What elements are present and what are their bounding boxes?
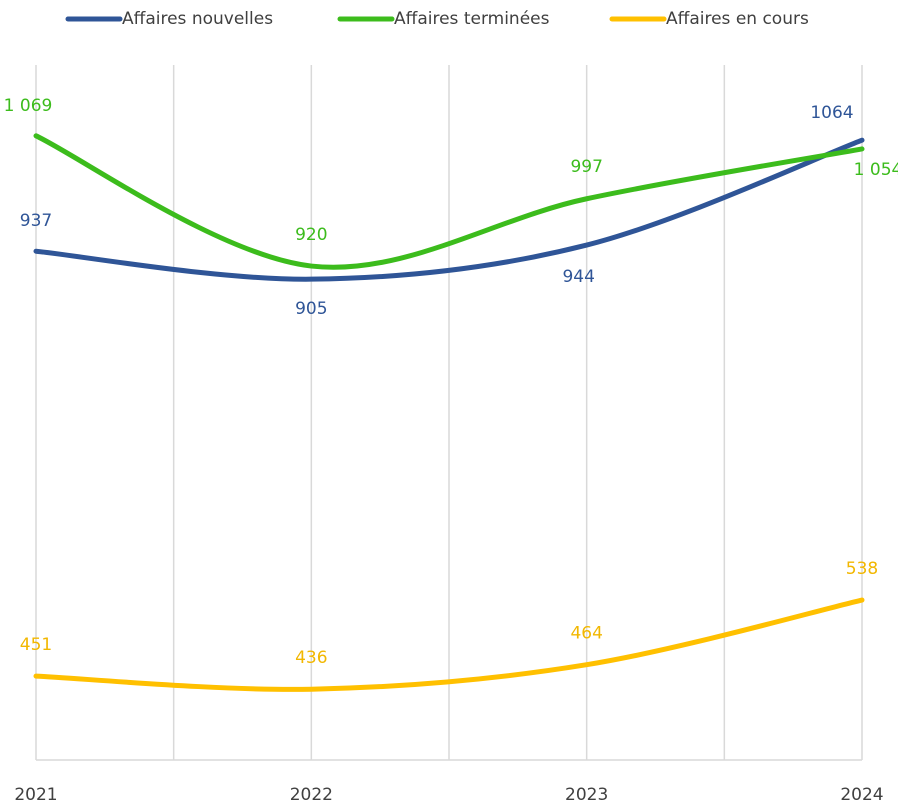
data-label: 464 <box>570 624 602 644</box>
data-label: 1064 <box>810 103 853 123</box>
data-label: 905 <box>295 299 327 319</box>
data-label: 997 <box>570 157 602 177</box>
data-label: 937 <box>20 211 52 231</box>
data-label: 944 <box>562 267 594 287</box>
data-label: 436 <box>295 648 327 668</box>
x-tick-label: 2022 <box>290 785 333 805</box>
x-tick-label: 2023 <box>565 785 608 805</box>
x-tick-label: 2021 <box>14 785 57 805</box>
data-label: 1 069 <box>4 96 53 116</box>
line <box>33 133 865 270</box>
legend-label: Affaires nouvelles <box>122 9 273 29</box>
x-tick-label: 2024 <box>840 785 883 805</box>
legend-label: Affaires en cours <box>666 9 809 29</box>
data-label: 538 <box>846 559 878 579</box>
data-label: 451 <box>20 635 52 655</box>
data-label: 1 054 <box>854 160 898 180</box>
legend-label: Affaires terminées <box>394 9 550 29</box>
line <box>33 597 865 692</box>
line <box>33 137 865 282</box>
data-label: 920 <box>295 225 327 245</box>
